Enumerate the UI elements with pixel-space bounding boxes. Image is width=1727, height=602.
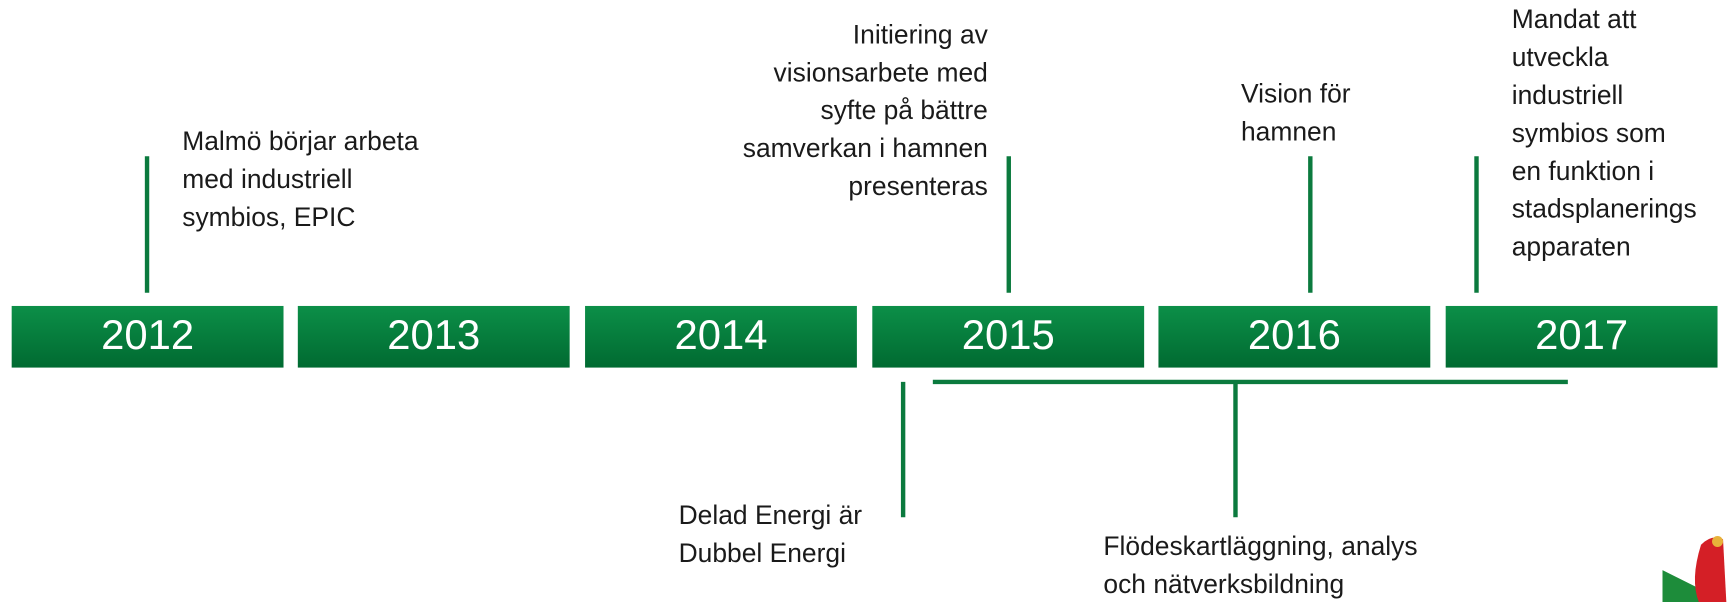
year-label: 2014: [674, 311, 767, 358]
event-text: en funktion i: [1512, 156, 1654, 186]
event-text: apparaten: [1512, 232, 1631, 262]
year-label: 2012: [101, 311, 194, 358]
year-label: 2013: [387, 311, 480, 358]
year-label: 2017: [1535, 311, 1628, 358]
event-text: Vision för: [1241, 79, 1351, 109]
event-text: Flödeskartläggning, analys: [1103, 531, 1417, 561]
year-box: [585, 305, 857, 368]
event-text: industriell: [1512, 80, 1624, 110]
event-text: Malmö börjar arbeta: [182, 126, 419, 156]
event-text: Initiering av: [853, 19, 989, 49]
year-box: [1445, 305, 1718, 368]
year-box: [1158, 305, 1431, 368]
event-text: och nätverksbildning: [1103, 569, 1344, 599]
event-text: hamnen: [1241, 117, 1336, 147]
event-text: symbios som: [1512, 118, 1666, 148]
event-text: med industriell: [182, 164, 352, 194]
logo: [1662, 535, 1727, 602]
event-text: stadsplanerings: [1512, 194, 1697, 224]
event-text: samverkan i hamnen: [743, 133, 988, 163]
year-box: [872, 305, 1145, 368]
year-label: 2016: [1248, 311, 1341, 358]
event-text: Mandat att: [1512, 4, 1637, 34]
year-label: 2015: [962, 311, 1055, 358]
year-box: [11, 305, 284, 368]
event-text: visionsarbete med: [774, 57, 988, 87]
event-text: symbios, EPIC: [182, 202, 355, 232]
event-text: Delad Energi är: [679, 500, 863, 530]
year-box: [297, 305, 570, 368]
event-text: syfte på bättre: [821, 95, 988, 125]
event-text: Dubbel Energi: [679, 538, 846, 568]
event-text: presenteras: [848, 171, 987, 201]
event-text: utveckla: [1512, 42, 1609, 72]
